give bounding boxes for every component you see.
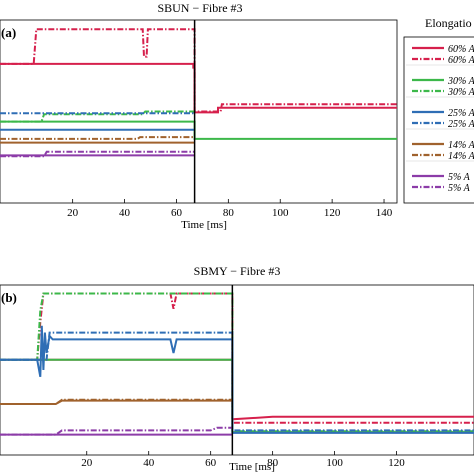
panel-b-plot-area (0, 284, 474, 456)
panel-b-title: SBMY − Fibre #3 (194, 264, 281, 278)
panel-b-x-tick-label: 40 (143, 457, 155, 469)
panel-b-x-tick-label: 60 (205, 457, 217, 469)
panel-a-series-line-dashdot-7 (0, 136, 195, 140)
panel-a-x-tick-label: 140 (376, 207, 393, 219)
panel-b-series-line-dashdot-5 (0, 331, 474, 432)
legend-label: 5% A (448, 183, 471, 194)
legend-label: 14% A (448, 151, 474, 162)
panel-a: SBUN − Fibre #3 (a) 20 40 60 80 100 120 140 Ti… (0, 1, 398, 231)
panel-b-series-line-dashdot-7 (0, 398, 233, 405)
legend-title: Elongatio (425, 16, 472, 30)
panel-b-xlabel: Time [ms] (229, 461, 275, 473)
panel-b-x-tick-label: 80 (267, 457, 279, 469)
panel-b: SBMY − Fibre #3 (b) 20 40 60 80 100 120 Time … (0, 264, 474, 473)
legend: Elongatio 60% A60% A 30% A30% A 25% A25% A… (403, 16, 474, 204)
legend-entries: 60% A60% A 30% A30% A 25% A25% A 14% A14% A… (406, 44, 474, 194)
panel-a-title: SBUN − Fibre #3 (157, 1, 242, 15)
legend-label: 25% A (448, 119, 474, 130)
panel-a-x-tick-label: 40 (119, 207, 131, 219)
panel-a-series-line-dashdot-1 (0, 28, 397, 113)
panel-a-label: (a) (1, 25, 16, 40)
panel-a-series-line-dashdot-3 (0, 110, 195, 123)
panel-a-x-ticks: 20 40 60 80 100 120 140 (67, 199, 393, 219)
panel-b-x-tick-label: 100 (326, 457, 343, 469)
panel-b-x-tick-label: 20 (81, 457, 93, 469)
legend-label: 60% A (448, 44, 474, 55)
panel-a-x-tick-label: 80 (223, 207, 235, 219)
panel-a-x-tick-label: 60 (171, 207, 183, 219)
panel-b-x-ticks: 20 40 60 80 100 120 (81, 451, 405, 469)
panel-b-x-tick-label: 120 (388, 457, 405, 469)
legend-label: 30% A (447, 87, 474, 98)
panel-a-x-tick-label: 120 (324, 207, 341, 219)
panel-a-x-tick-label: 20 (67, 207, 79, 219)
panel-a-xlabel: Time [ms] (181, 219, 227, 231)
legend-label: 14% A (448, 140, 474, 151)
legend-label: 30% A (447, 76, 474, 87)
panel-b-label: (b) (1, 290, 17, 305)
legend-label: 5% A (448, 172, 471, 183)
legend-label: 25% A (448, 108, 474, 119)
panel-a-series-line-dashdot-9 (0, 150, 195, 158)
panel-b-series-line-dashdot-9 (0, 426, 233, 436)
legend-label: 60% A (448, 55, 474, 66)
panel-a-x-tick-label: 100 (272, 207, 289, 219)
